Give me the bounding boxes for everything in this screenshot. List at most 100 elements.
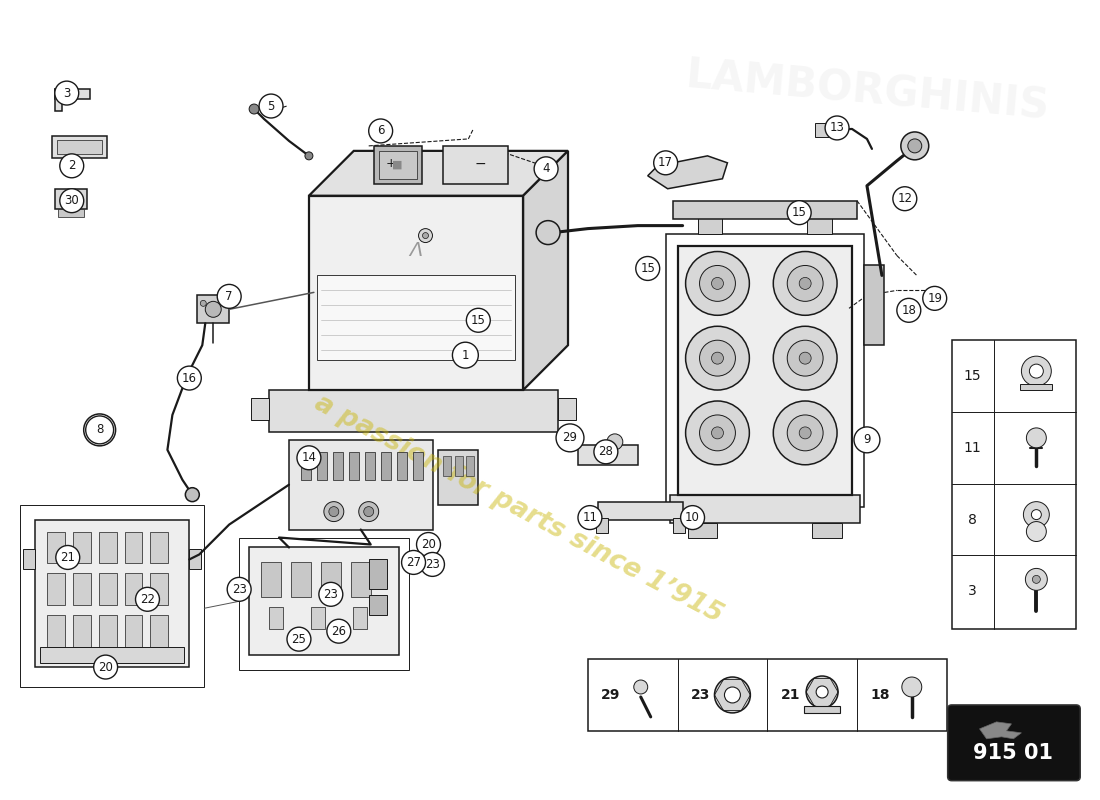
Polygon shape (648, 156, 727, 189)
Bar (443, 146, 508, 184)
Bar (239, 538, 408, 670)
Text: 28: 28 (598, 446, 614, 458)
Bar (666, 234, 864, 506)
Text: 15: 15 (471, 314, 486, 326)
Circle shape (788, 201, 811, 225)
Circle shape (800, 427, 811, 439)
Bar (578, 445, 638, 465)
Bar (52, 136, 107, 158)
Polygon shape (980, 722, 1022, 739)
Bar (35, 519, 189, 667)
Circle shape (1030, 364, 1043, 378)
Circle shape (1033, 575, 1041, 583)
Bar (670, 494, 860, 522)
Circle shape (773, 401, 837, 465)
Text: 3: 3 (968, 584, 977, 598)
Bar (23, 550, 35, 570)
Circle shape (200, 300, 207, 306)
Bar (815, 123, 837, 137)
Polygon shape (309, 151, 568, 196)
Circle shape (359, 502, 378, 522)
Bar (251, 398, 270, 420)
Bar (270, 390, 558, 432)
Circle shape (800, 278, 811, 290)
Circle shape (700, 266, 736, 302)
Circle shape (556, 424, 584, 452)
Circle shape (653, 151, 678, 174)
Circle shape (908, 139, 922, 153)
Circle shape (417, 533, 440, 557)
Text: Λ: Λ (409, 241, 422, 260)
Text: 15: 15 (640, 262, 656, 275)
Text: 8: 8 (968, 513, 977, 526)
Circle shape (220, 300, 227, 306)
Bar (378, 151, 417, 178)
Text: 7: 7 (226, 290, 233, 303)
Circle shape (92, 423, 107, 437)
Bar (353, 607, 366, 629)
Text: LAMBORGHINIS: LAMBORGHINIS (683, 54, 1050, 128)
Bar (57, 140, 101, 154)
Bar (73, 574, 90, 606)
Text: 915 01: 915 01 (974, 742, 1054, 762)
Circle shape (725, 687, 740, 703)
Circle shape (788, 415, 823, 451)
Text: 17: 17 (658, 156, 673, 170)
Bar (151, 615, 168, 647)
Text: 23: 23 (691, 688, 711, 702)
Text: 2: 2 (68, 159, 76, 172)
Circle shape (364, 506, 374, 517)
Circle shape (86, 416, 113, 444)
Bar (412, 452, 422, 480)
FancyBboxPatch shape (948, 705, 1080, 781)
Text: 21: 21 (60, 551, 75, 564)
Circle shape (902, 677, 922, 697)
Circle shape (1025, 569, 1047, 590)
Text: 1: 1 (462, 349, 469, 362)
Circle shape (319, 582, 343, 606)
Circle shape (177, 366, 201, 390)
Text: 14: 14 (301, 451, 317, 464)
Bar (374, 146, 421, 184)
Bar (672, 518, 684, 533)
Circle shape (59, 189, 84, 213)
Circle shape (712, 427, 724, 439)
Bar (99, 574, 117, 606)
Circle shape (773, 251, 837, 315)
Bar (455, 456, 463, 476)
Text: 16: 16 (182, 371, 197, 385)
Circle shape (594, 440, 618, 464)
Bar (596, 518, 608, 533)
Text: 12: 12 (898, 192, 912, 206)
Circle shape (55, 81, 79, 105)
Bar (365, 452, 375, 480)
Circle shape (854, 427, 880, 453)
Bar (381, 156, 400, 172)
Bar (151, 574, 168, 606)
Circle shape (249, 104, 260, 114)
Bar (47, 615, 65, 647)
Text: 23: 23 (232, 583, 246, 596)
Bar (697, 218, 723, 234)
Text: +: + (385, 158, 396, 170)
Bar (672, 201, 857, 218)
Circle shape (923, 286, 947, 310)
Text: 18: 18 (901, 304, 916, 317)
Bar (47, 574, 65, 606)
Circle shape (825, 116, 849, 140)
Bar (439, 450, 478, 505)
Text: 15: 15 (964, 369, 981, 383)
Circle shape (305, 152, 312, 160)
Bar (558, 398, 576, 420)
Text: 20: 20 (98, 661, 113, 674)
Bar (270, 607, 283, 629)
Text: 5: 5 (267, 99, 275, 113)
Bar (309, 196, 524, 390)
Circle shape (1022, 356, 1052, 386)
Circle shape (715, 677, 750, 713)
Circle shape (535, 157, 558, 181)
Circle shape (536, 221, 560, 245)
Bar (58, 209, 84, 217)
Bar (197, 295, 229, 323)
Circle shape (185, 488, 199, 502)
